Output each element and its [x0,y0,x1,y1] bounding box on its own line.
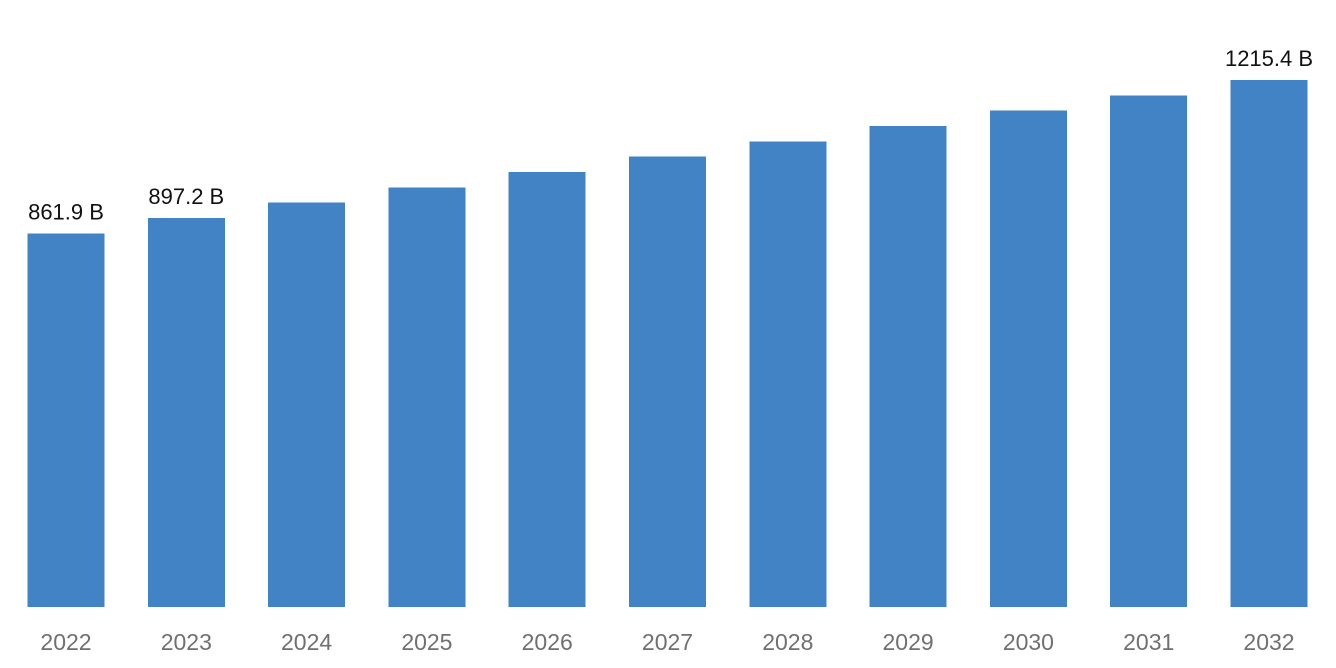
x-tick-label-2030: 2030 [1003,629,1054,655]
bar-2025 [388,187,466,608]
bar-2022 [27,233,105,608]
data-label-2032: 1215.4 B [1225,46,1313,71]
data-label-2022: 861.9 B [28,199,104,224]
x-tick-label-2022: 2022 [40,629,91,655]
x-tick-label-2023: 2023 [161,629,212,655]
data-labels-group: 861.9 B 897.2 B 1215.4 B [28,46,1313,224]
bar-2023 [147,218,225,607]
bar-2026 [508,172,586,607]
x-tick-label-2026: 2026 [522,629,573,655]
x-tick-label-2025: 2025 [401,629,452,655]
bar-2027 [629,156,706,607]
bar-2024 [268,202,346,607]
bars-group [27,80,1308,608]
bar-2031 [1110,95,1188,608]
x-tick-label-2032: 2032 [1243,629,1294,655]
bar-2028 [749,141,827,607]
x-tick-label-2031: 2031 [1123,629,1174,655]
x-tick-label-2027: 2027 [642,629,693,655]
data-label-2023: 897.2 B [148,184,224,209]
x-tick-label-2028: 2028 [762,629,813,655]
x-tick-label-2024: 2024 [281,629,332,655]
x-tick-label-2029: 2029 [883,629,934,655]
x-axis-tick-labels: 2022 2023 2024 2025 2026 2027 2028 2029 2030 2031… [40,629,1294,655]
bar-2030 [989,110,1067,607]
bar-2029 [869,126,947,607]
bar-2032 [1230,80,1308,607]
